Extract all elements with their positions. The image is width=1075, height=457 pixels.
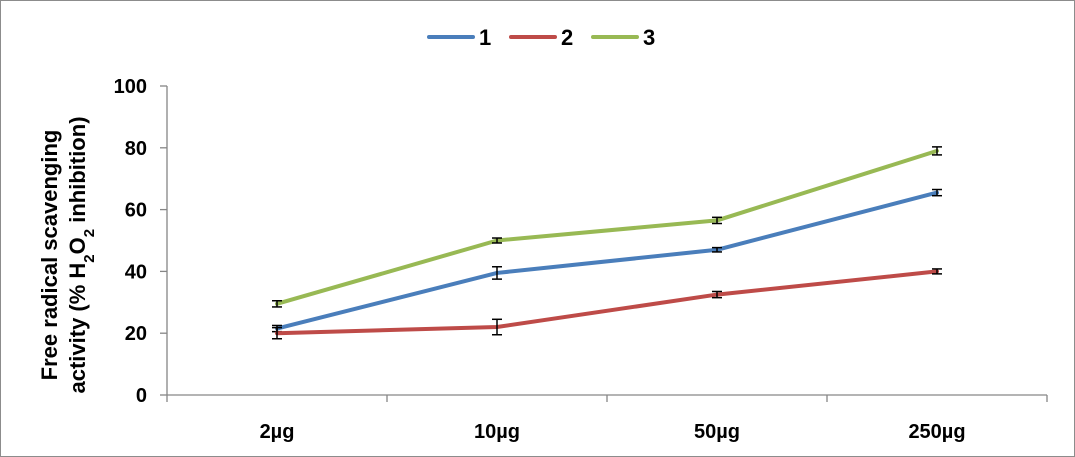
legend-item-2: 2	[509, 25, 573, 50]
y-tick-label: 60	[125, 200, 147, 222]
error-bar	[712, 290, 722, 299]
error-bar	[492, 318, 502, 336]
y-axis-title-line1: Free radical scavenging	[37, 130, 62, 381]
series-line-3	[275, 148, 939, 306]
legend-label: 3	[643, 25, 655, 50]
x-tick-label: 10µg	[474, 421, 520, 443]
error-bar	[272, 300, 282, 308]
y-axis: 0 20 40 60 80 100	[114, 76, 168, 407]
error-bar	[492, 266, 502, 280]
y-tick-label: 20	[125, 323, 147, 345]
error-bar	[712, 216, 722, 225]
series-group	[272, 146, 942, 340]
legend: 1 2 3	[427, 25, 655, 50]
legend-item-3: 3	[591, 25, 655, 50]
y-tick-label: 0	[136, 385, 147, 407]
error-bar	[272, 326, 282, 340]
x-tick-label: 2µg	[260, 421, 295, 443]
y-axis-title-line2: activity (% H2O2 inhibition)	[65, 116, 98, 393]
series-line-1	[275, 190, 939, 331]
series-line-2	[275, 269, 939, 336]
legend-label: 1	[479, 25, 491, 50]
x-axis: 2µg 10µg 50µg 250µg	[166, 394, 1048, 443]
legend-item-1: 1	[427, 25, 491, 50]
y-tick-label: 100	[114, 76, 147, 98]
series-2	[272, 268, 942, 340]
y-tick-label: 40	[125, 261, 147, 283]
error-bar	[932, 268, 942, 275]
error-bar	[712, 246, 722, 253]
series-3	[272, 146, 942, 308]
x-tick-label: 50µg	[694, 421, 740, 443]
error-bar	[932, 188, 942, 197]
y-axis-title: Free radical scavenging activity (% H2O2…	[37, 116, 98, 393]
x-tick-label: 250µg	[908, 421, 965, 443]
error-bar	[932, 146, 942, 156]
y-tick-label: 80	[125, 138, 147, 160]
error-bar	[492, 237, 502, 244]
legend-label: 2	[561, 25, 573, 50]
